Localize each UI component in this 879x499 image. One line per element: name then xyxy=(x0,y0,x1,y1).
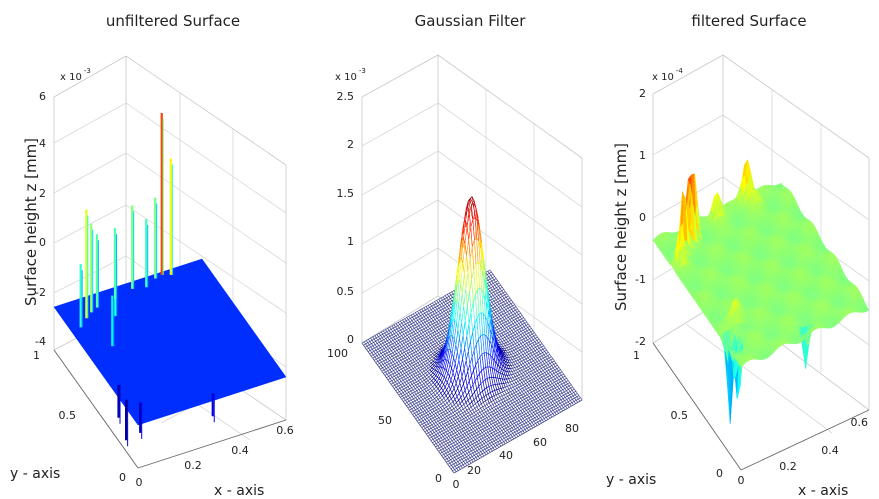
z-tick-label: 1.5 xyxy=(337,187,355,200)
chart-title: unfiltered Surface xyxy=(106,12,240,30)
chart-unfiltered-surface: unfiltered Surface xyxy=(10,12,294,499)
x-tick-label: 0.4 xyxy=(231,444,249,457)
y-tick-label: 100 xyxy=(327,347,348,360)
x-tick-label: 0 xyxy=(136,476,143,489)
surface-plot xyxy=(53,113,287,447)
chart-filtered-surface: filtered Surface -2 -1 0 1 2 xyxy=(606,12,870,499)
x-tick-label: 60 xyxy=(533,436,547,449)
z-tick-label: 0.5 xyxy=(337,285,355,298)
surface-plot xyxy=(361,196,583,474)
y-tick-label: 0 xyxy=(119,471,126,484)
y-axis-ticks: 1 0.5 0 xyxy=(33,349,126,484)
x-tick-label: 0 xyxy=(453,478,460,491)
z-tick-label: -2 xyxy=(35,286,46,299)
z-tick-label: -4 xyxy=(35,335,46,348)
z-tick-label: 0 xyxy=(347,333,354,346)
z-tick-label: 2 xyxy=(39,187,46,200)
y-tick-label: 1 xyxy=(33,349,40,362)
x-tick-label: 80 xyxy=(565,422,579,435)
z-axis-label: Surface height z [mm] xyxy=(22,138,40,306)
z-tick-label: 4 xyxy=(39,137,46,150)
z-tick-label: 2 xyxy=(347,138,354,151)
y-tick-label: 50 xyxy=(378,414,392,427)
surface-plot xyxy=(652,159,870,424)
x-tick-label: 20 xyxy=(467,464,481,477)
chart-title: filtered Surface xyxy=(691,12,806,30)
z-tick-label: 6 xyxy=(39,90,46,103)
z-multiplier: x 10-3 xyxy=(335,67,366,83)
z-axis-ticks: 0 0.5 1 1.5 2 2.5 xyxy=(337,90,355,346)
x-axis-ticks: 0 0.2 0.4 0.6 xyxy=(136,424,294,489)
x-tick-label: 0.6 xyxy=(276,424,294,437)
z-tick-label: 2.5 xyxy=(337,90,355,103)
x-axis-label: x - axis xyxy=(214,483,264,499)
z-multiplier: x 10-3 xyxy=(60,67,91,83)
surface-plane xyxy=(53,258,287,426)
x-tick-label: 0.2 xyxy=(184,459,202,472)
y-axis-label: y - axis xyxy=(10,466,60,482)
y-tick-label: 0 xyxy=(435,472,442,485)
z-axis-ticks: -4 -2 0 2 4 6 xyxy=(35,90,46,348)
z-tick-label: 0 xyxy=(39,236,46,249)
chart-gaussian-filter: Gaussian Filter 0 0.5 1 1.5 2 2.5 xyxy=(327,12,583,491)
x-tick-label: 40 xyxy=(499,449,513,462)
chart-title: Gaussian Filter xyxy=(415,12,527,30)
z-tick-label: 1 xyxy=(347,235,354,248)
y-tick-label: 0.5 xyxy=(59,409,77,422)
